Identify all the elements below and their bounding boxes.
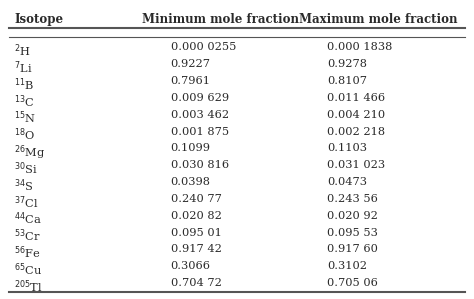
Text: 0.031 023: 0.031 023 [327, 160, 385, 170]
Text: 0.7961: 0.7961 [171, 76, 210, 86]
Text: Isotope: Isotope [14, 13, 64, 26]
Text: 0.9227: 0.9227 [171, 59, 210, 69]
Text: $^{44}$Ca: $^{44}$Ca [14, 211, 42, 228]
Text: 0.1099: 0.1099 [171, 144, 210, 153]
Text: $^{11}$B: $^{11}$B [14, 76, 35, 93]
Text: 0.000 1838: 0.000 1838 [327, 42, 392, 52]
Text: 0.009 629: 0.009 629 [171, 93, 229, 103]
Text: $^{7}$Li: $^{7}$Li [14, 59, 33, 76]
Text: $^{15}$N: $^{15}$N [14, 110, 36, 126]
Text: 0.004 210: 0.004 210 [327, 110, 385, 120]
Text: 0.3066: 0.3066 [171, 261, 210, 271]
Text: 0.1103: 0.1103 [327, 144, 367, 153]
Text: 0.9278: 0.9278 [327, 59, 367, 69]
Text: $^{65}$Cu: $^{65}$Cu [14, 261, 43, 278]
Text: 0.095 01: 0.095 01 [171, 228, 221, 238]
Text: 0.0473: 0.0473 [327, 177, 367, 187]
Text: $^{205}$Tl: $^{205}$Tl [14, 278, 43, 295]
Text: 0.030 816: 0.030 816 [171, 160, 229, 170]
Text: $^{13}$C: $^{13}$C [14, 93, 35, 109]
Text: 0.243 56: 0.243 56 [327, 194, 378, 204]
Text: 0.8107: 0.8107 [327, 76, 367, 86]
Text: $^{30}$Si: $^{30}$Si [14, 160, 38, 177]
Text: 0.704 72: 0.704 72 [171, 278, 221, 288]
Text: 0.095 53: 0.095 53 [327, 228, 378, 238]
Text: Minimum mole fraction: Minimum mole fraction [142, 13, 299, 26]
Text: $^{2}$H: $^{2}$H [14, 42, 31, 59]
Text: $^{34}$S: $^{34}$S [14, 177, 34, 194]
Text: 0.003 462: 0.003 462 [171, 110, 229, 120]
Text: 0.020 82: 0.020 82 [171, 211, 221, 221]
Text: $^{26}$Mg: $^{26}$Mg [14, 144, 46, 162]
Text: Maximum mole fraction: Maximum mole fraction [299, 13, 457, 26]
Text: 0.240 77: 0.240 77 [171, 194, 221, 204]
Text: 0.020 92: 0.020 92 [327, 211, 378, 221]
Text: 0.3102: 0.3102 [327, 261, 367, 271]
Text: $^{56}$Fe: $^{56}$Fe [14, 245, 41, 261]
Text: 0.0398: 0.0398 [171, 177, 210, 187]
Text: $^{53}$Cr: $^{53}$Cr [14, 228, 41, 244]
Text: 0.917 42: 0.917 42 [171, 245, 221, 254]
Text: 0.001 875: 0.001 875 [171, 127, 229, 137]
Text: 0.000 0255: 0.000 0255 [171, 42, 236, 52]
Text: 0.917 60: 0.917 60 [327, 245, 378, 254]
Text: $^{18}$O: $^{18}$O [14, 127, 36, 143]
Text: 0.011 466: 0.011 466 [327, 93, 385, 103]
Text: 0.705 06: 0.705 06 [327, 278, 378, 288]
Text: 0.002 218: 0.002 218 [327, 127, 385, 137]
Text: $^{37}$Cl: $^{37}$Cl [14, 194, 39, 210]
